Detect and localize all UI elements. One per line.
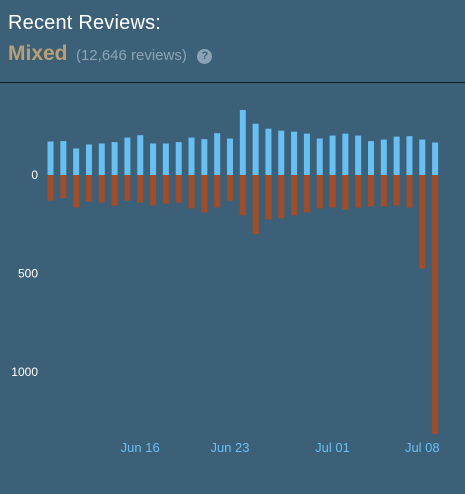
negative-bar[interactable] [419,175,426,269]
x-tick-label: Jun 23 [210,440,249,455]
negative-bar[interactable] [111,175,118,206]
review-count: (12,646 reviews) [75,47,187,64]
negative-bar[interactable] [291,175,298,216]
positive-bar[interactable] [368,141,374,175]
positive-bar[interactable] [239,109,246,175]
positive-bar[interactable] [111,142,118,175]
positive-bar[interactable] [162,143,169,175]
negative-bar[interactable] [265,175,272,220]
review-summary: Mixed (12,646 reviews) ? [8,42,213,66]
negative-bar[interactable] [98,175,105,203]
positive-bar[interactable] [278,130,285,176]
negative-bar[interactable] [60,175,67,199]
negative-bar[interactable] [175,175,182,203]
x-tick-label: Jul 01 [315,440,350,455]
negative-bar[interactable] [214,175,221,208]
positive-bar[interactable] [85,144,92,176]
negative-bar[interactable] [380,175,387,207]
negative-bar[interactable] [406,175,413,208]
negative-bar[interactable] [316,175,323,209]
section-title: Recent Reviews: [8,12,162,34]
y-tick-label: 1000 [11,365,38,379]
negative-bar[interactable] [47,175,54,201]
negative-bar[interactable] [150,175,157,206]
help-circle-icon[interactable]: ? [197,49,213,64]
x-tick-label: Jun 16 [121,440,160,455]
negative-bar[interactable] [329,175,336,208]
positive-bar[interactable] [214,133,221,175]
positive-bar[interactable] [380,139,387,175]
negative-bar[interactable] [355,175,362,208]
positive-bar[interactable] [226,138,233,176]
bars-group [47,109,439,435]
positive-bar[interactable] [188,137,195,175]
positive-bar[interactable] [265,128,272,175]
positive-bar[interactable] [432,142,439,176]
negative-bar[interactable] [278,175,285,219]
positive-bar[interactable] [98,143,105,175]
positive-bar[interactable] [175,142,182,175]
negative-bar[interactable] [252,175,259,235]
positive-bar[interactable] [73,148,80,176]
positive-bar[interactable] [60,141,67,175]
y-tick-label: 500 [18,267,38,281]
positive-bar[interactable] [137,135,144,175]
negative-bar[interactable] [303,175,310,213]
negative-bar[interactable] [137,175,144,203]
positive-bar[interactable] [252,123,259,175]
positive-bar[interactable] [291,131,298,175]
rating-label[interactable]: Mixed [8,42,68,65]
negative-bar[interactable] [85,175,92,202]
positive-bar[interactable] [342,133,349,175]
positive-bar[interactable] [393,136,400,175]
positive-bar[interactable] [406,136,413,175]
x-axis-labels: Jun 16 Jun 23 Jul 01 Jul 08 [121,440,440,455]
negative-bar[interactable] [368,175,374,207]
x-tick-label: Jul 08 [405,440,440,455]
negative-bar[interactable] [239,175,246,216]
positive-bar[interactable] [47,141,54,175]
positive-bar[interactable] [303,133,310,175]
negative-bar[interactable] [73,175,80,208]
positive-bar[interactable] [124,137,131,175]
negative-bar[interactable] [226,175,233,201]
negative-bar[interactable] [162,175,169,204]
positive-bar[interactable] [201,139,208,175]
negative-bar[interactable] [432,175,439,435]
y-axis-labels: 0 500 1000 [11,168,38,379]
positive-bar[interactable] [329,135,336,175]
positive-bar[interactable] [355,135,362,175]
positive-bar[interactable] [316,138,323,176]
negative-bar[interactable] [393,175,400,206]
negative-bar[interactable] [124,175,131,201]
positive-bar[interactable] [419,139,426,175]
y-tick-label: 0 [31,168,38,182]
negative-bar[interactable] [188,175,195,209]
negative-bar[interactable] [342,175,349,210]
positive-bar[interactable] [150,143,157,175]
header-divider [0,82,465,83]
review-summary-header: Recent Reviews: Mixed (12,646 reviews) ? [0,0,465,82]
negative-bar[interactable] [201,175,208,213]
